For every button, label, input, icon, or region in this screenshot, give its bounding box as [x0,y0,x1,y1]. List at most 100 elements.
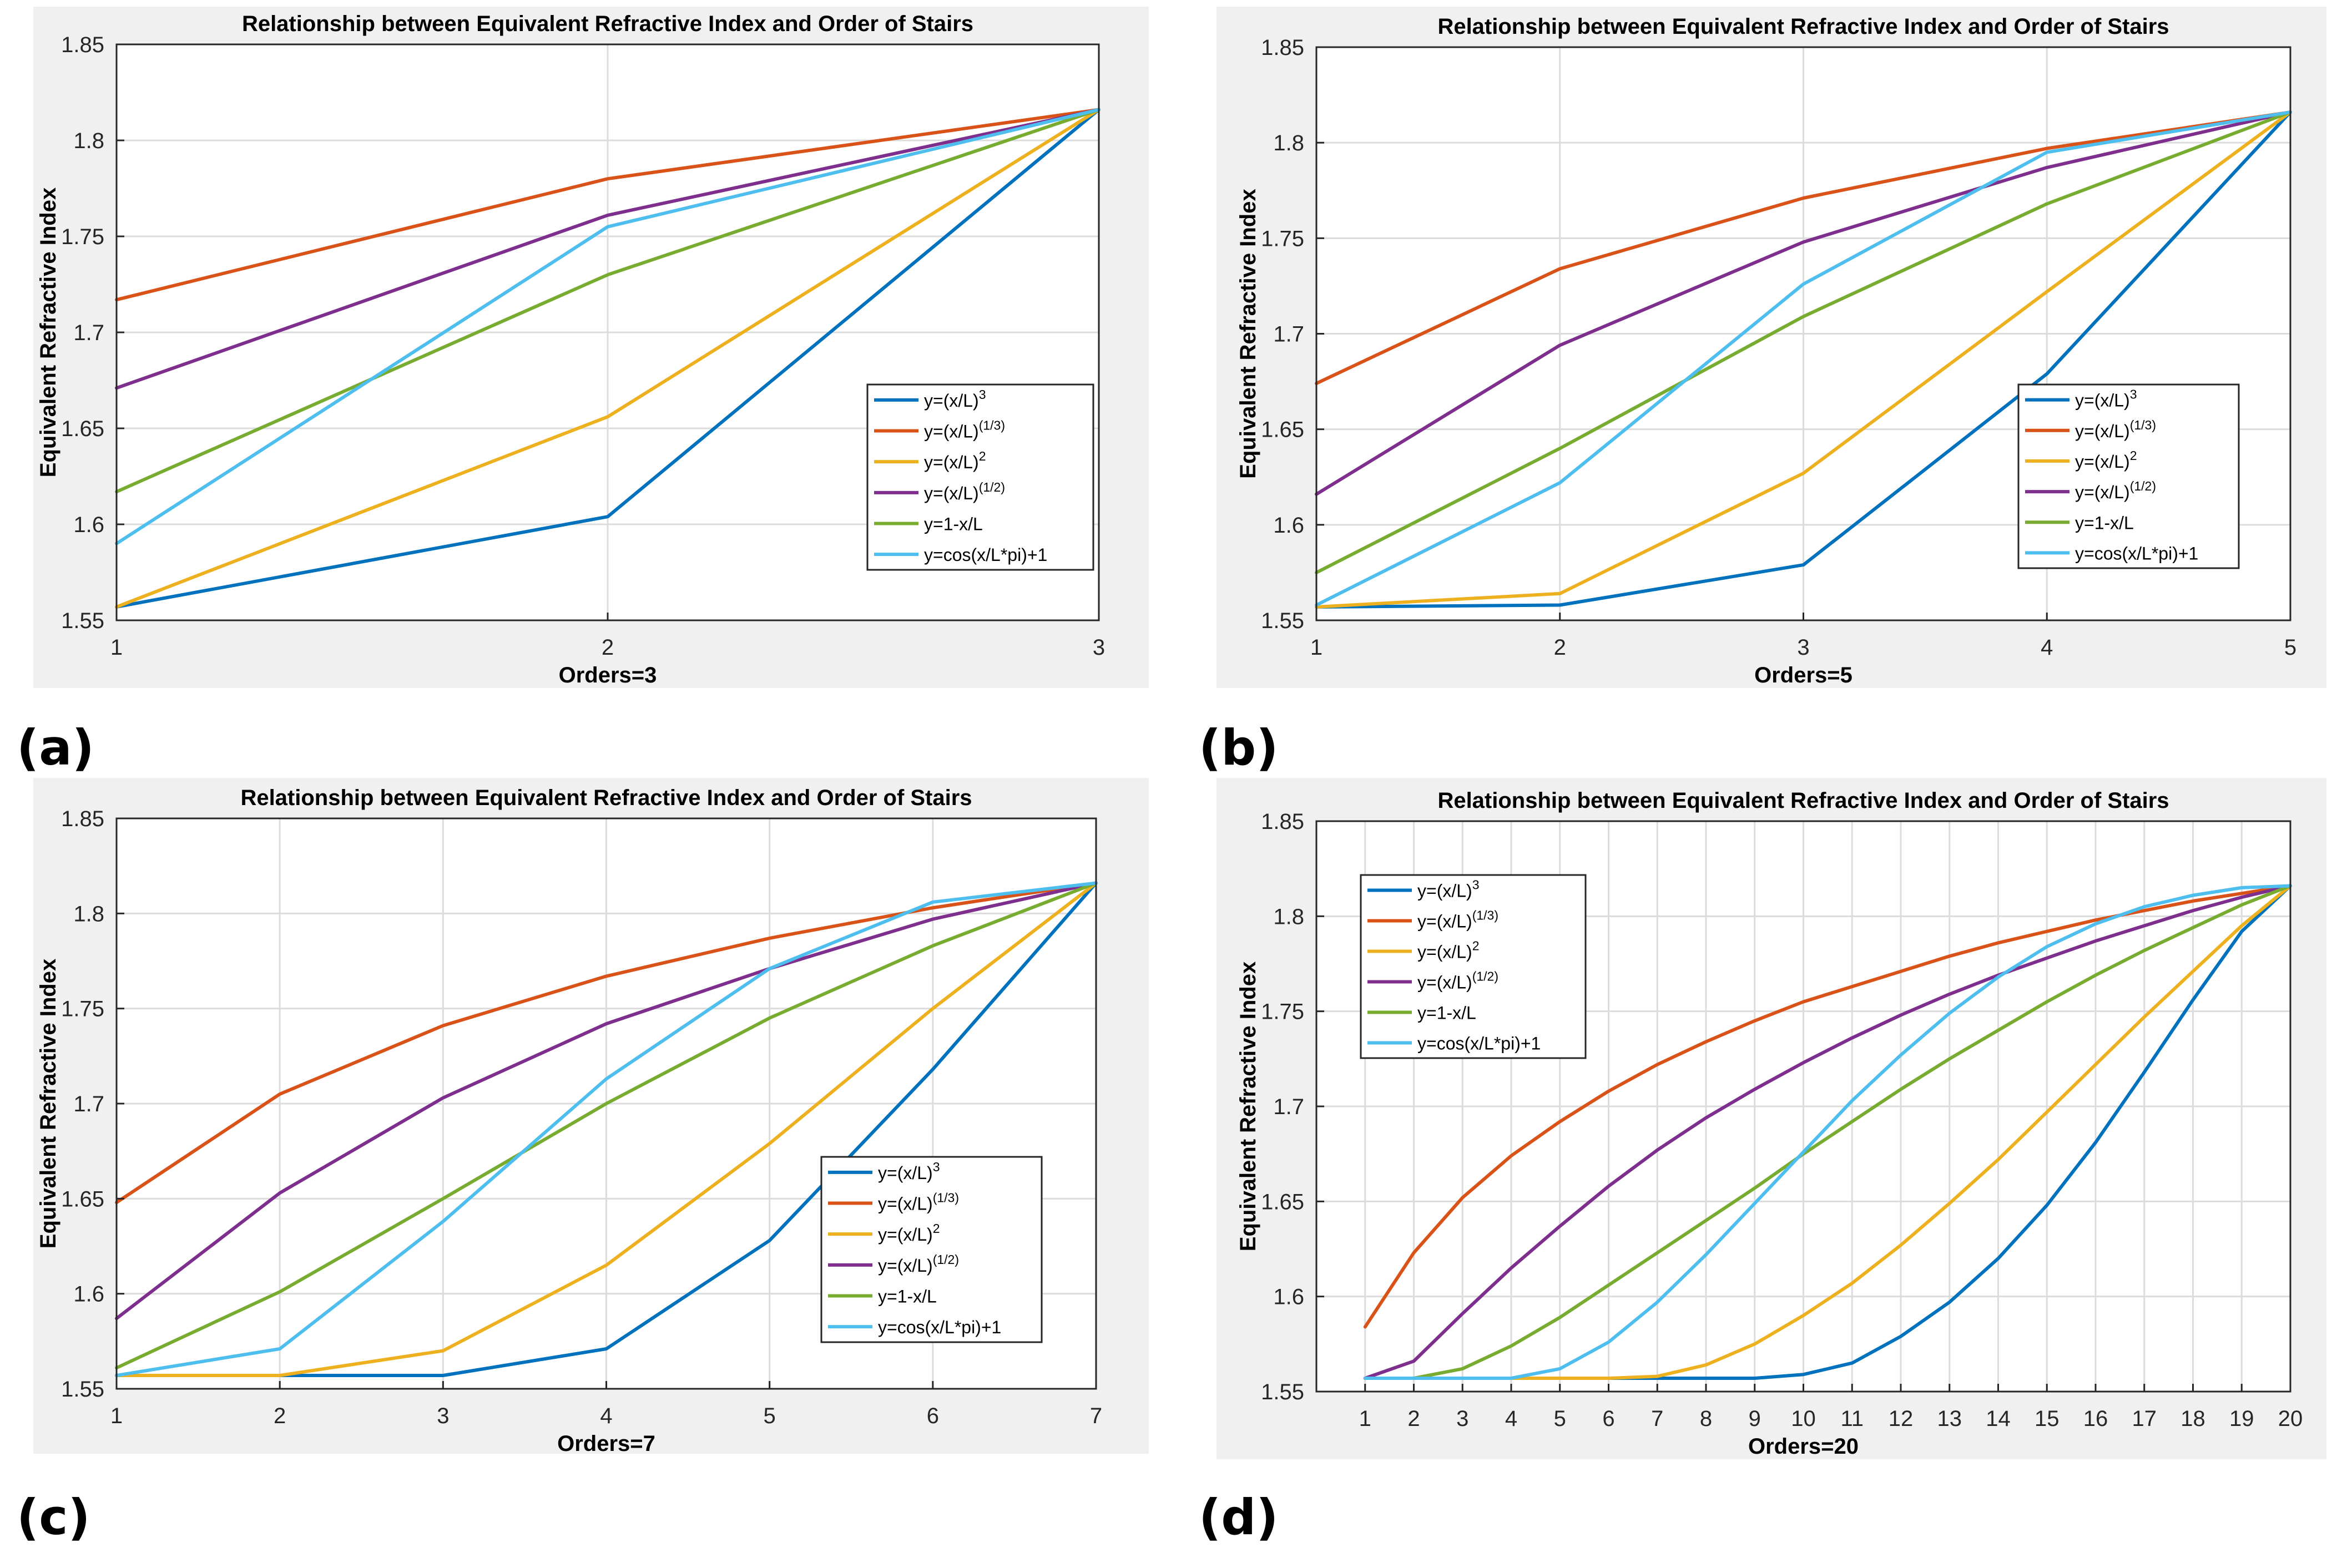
x-axis-label: Orders=20 [1748,1434,1859,1459]
legend-entry-text: y=(x/L) [1417,973,1472,993]
series-line-3 [115,881,1098,1377]
legend-entry-text: y=(x/L) [924,422,979,442]
panel-label: (a) [17,719,94,776]
legend-entry-5: y=1-x/L [878,1287,937,1307]
legend-entry-text: y=(x/L) [1417,912,1472,932]
x-tick-label: 3 [1093,635,1105,660]
legend-entry-text: y=cos(x/L*pi)+1 [1417,1034,1541,1054]
series-line-5 [115,881,1098,1370]
y-tick-label: 1.85 [1261,36,1304,60]
legend-entry-text: y=(x/L) [878,1163,933,1183]
legend-entry-superscript: (1/2) [1472,969,1498,984]
series-line-4 [1315,110,2292,496]
legend-entry-text: y=(x/L) [2075,482,2130,502]
legend-entry-superscript: 2 [979,449,986,463]
x-tick-label: 3 [1456,1407,1468,1431]
x-tick-label: 1 [1310,635,1322,660]
x-tick-label: 16 [2083,1407,2108,1431]
y-tick-label: 1.75 [61,997,104,1021]
x-tick-label: 2 [1407,1407,1420,1431]
chart-panel-a: 1 2 3 1.55 1.6 1.65 1.7 1.75 1.8 1.85 Relationship… [33,7,1149,688]
y-axis-label: Equivalent Refractive Index [36,959,60,1248]
legend-box [866,383,1094,571]
y-tick-label: 1.65 [1261,418,1304,442]
x-tick-label: 5 [2284,635,2296,660]
x-tick-label: 5 [764,1404,776,1428]
series-line-2 [115,881,1098,1205]
panel-label: (b) [1199,719,1278,776]
legend-entry-6: y=cos(x/L*pi)+1 [2075,543,2198,563]
x-tick-label: 8 [1700,1407,1712,1431]
series-line-5 [1363,884,2292,1380]
x-tick-label: 13 [1937,1407,1962,1431]
x-tick-label: 2 [1554,635,1566,660]
legend-entry-2: y=(x/L)(1/3) [878,1191,959,1214]
y-tick-label: 1.7 [73,321,104,345]
legend-entry-superscript: 2 [2130,448,2137,463]
y-tick-label: 1.55 [1261,609,1304,633]
legend-entry-5: y=1-x/L [1417,1003,1476,1023]
y-tick-label: 1.7 [1273,322,1304,347]
legend-entry-superscript: (1/3) [2130,418,2156,432]
panel-label: (d) [1199,1489,1278,1546]
legend-entry-superscript: 3 [979,387,986,402]
x-tick-label: 18 [2180,1407,2205,1431]
x-tick-label: 11 [1840,1407,1864,1431]
x-tick-label: 17 [2132,1407,2157,1431]
y-tick-label: 1.55 [61,609,104,633]
x-tick-label: 5 [1554,1407,1566,1431]
chart-title: Relationship between Equivalent Refracti… [240,786,972,810]
legend-entry-superscript: 3 [933,1160,940,1174]
x-tick-label: 1 [1359,1407,1371,1431]
x-axis-label: Orders=3 [559,663,657,687]
x-tick-label: 4 [1505,1407,1517,1431]
x-tick-label: 1 [110,1404,123,1428]
chart-panel-b: 1 2 3 4 5 1.55 1.6 1.65 1.7 1.75 1.8 1.85 Relationsh… [1216,7,2326,688]
y-tick-label: 1.8 [73,902,104,926]
legend-entry-superscript: (1/3) [933,1191,959,1205]
legend-entry-superscript: 3 [2130,387,2137,402]
series-line-5 [115,108,1101,494]
x-tick-label: 14 [1986,1407,2011,1431]
x-tick-label: 4 [2041,635,2053,660]
series-line-2 [1363,884,2292,1329]
legend-entry-4: y=(x/L)(1/2) [878,1252,959,1276]
y-tick-label: 1.65 [1261,1190,1304,1214]
legend-entry-text: y=(x/L) [878,1225,933,1245]
legend-entry-superscript: 2 [933,1221,940,1236]
y-tick-label: 1.85 [61,807,104,831]
legend-entry-text: y=cos(x/L*pi)+1 [2075,543,2198,563]
series-line-3 [115,108,1101,609]
legend-entry-3: y=(x/L)2 [1417,939,1479,962]
y-axis-label: Equivalent Refractive Index [1236,189,1260,478]
legend-entry-superscript: 2 [1472,939,1480,953]
chart-panel-c: 1 2 3 4 5 6 7 1.55 1.6 1.65 1.7 1.75 1.8 1.85 Relation… [33,778,1149,1456]
y-tick-label: 1.85 [61,33,104,57]
series-line-6 [1363,884,2292,1380]
legend-entry-text: y=1-x/L [1417,1003,1476,1023]
x-tick-label: 6 [1602,1407,1614,1431]
series-line-6 [1315,110,2292,607]
legend-entry-3: y=(x/L)2 [878,1221,940,1245]
y-tick-label: 1.7 [1273,1095,1304,1119]
legend-entry-text: y=cos(x/L*pi)+1 [924,545,1047,565]
series-line-6 [115,108,1101,545]
legend-entry-2: y=(x/L)(1/3) [2075,418,2156,441]
legend-entry-text: y=(x/L) [924,452,979,472]
y-tick-label: 1.6 [1273,513,1304,538]
legend-entry-3: y=(x/L)2 [2075,448,2137,472]
legend-entry-superscript: 3 [1472,878,1480,892]
series-line-4 [115,881,1098,1321]
series-line-4 [115,108,1101,390]
legend-entry-6: y=cos(x/L*pi)+1 [878,1317,1001,1337]
series-line-2 [1315,110,2292,385]
x-tick-label: 3 [1797,635,1809,660]
series-line-1 [115,108,1101,609]
legend-entry-4: y=(x/L)(1/2) [1417,969,1498,993]
legend-entry-text: y=(x/L) [924,391,979,411]
x-tick-label: 12 [1889,1407,1914,1431]
legend-entry-text: y=1-x/L [924,514,983,534]
legend-entry-text: y=(x/L) [878,1194,933,1214]
y-axis-label: Equivalent Refractive Index [1236,962,1260,1251]
